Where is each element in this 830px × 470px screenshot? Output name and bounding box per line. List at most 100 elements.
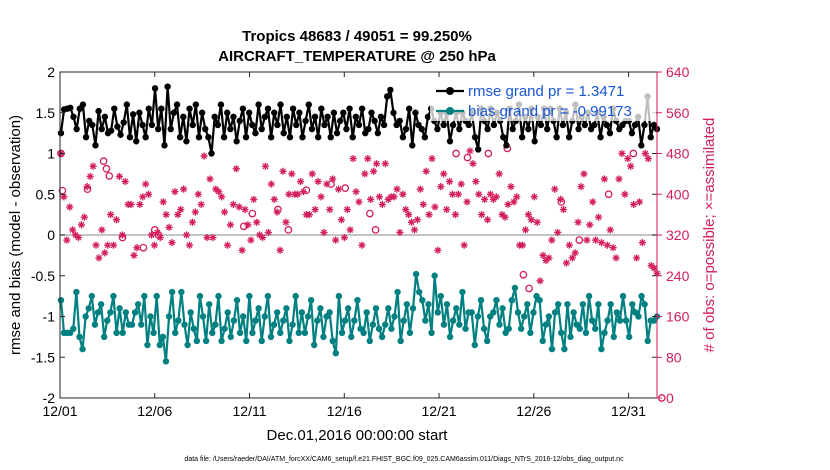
bias-point — [499, 305, 506, 312]
rmse-point — [308, 125, 316, 133]
obs-assimilated-marker — [580, 170, 588, 178]
bias-point — [314, 317, 321, 324]
bias-point — [369, 321, 377, 328]
bias-point — [100, 333, 108, 341]
rmse-point — [261, 113, 269, 121]
obs-possible-marker — [118, 233, 127, 242]
obs-assimilated-marker — [445, 177, 454, 186]
bias-point — [570, 309, 577, 316]
obs-assimilated-marker — [481, 195, 489, 203]
bias-point — [542, 321, 550, 328]
y-tick-label: 1 — [47, 146, 55, 162]
bias-point — [375, 325, 383, 332]
y2-tick-label: 320 — [666, 227, 690, 243]
obs-assimilated-marker — [133, 244, 141, 252]
rmse-point — [553, 134, 560, 141]
bias-point — [329, 337, 336, 345]
rmse-point — [107, 127, 115, 134]
bias-point — [131, 309, 139, 316]
obs-assimilated-marker — [621, 190, 629, 198]
bias-point — [289, 321, 296, 328]
obs-possible-marker — [150, 226, 159, 234]
x-axis: 12/01 12/06 12/11 12/16 12/21 12/26 12/31 — [42, 72, 646, 419]
bias-point — [264, 292, 272, 300]
y-tick-label: 0 — [47, 227, 55, 243]
bias-point — [116, 305, 123, 312]
rmse-point — [390, 109, 397, 116]
obs-possible-marker — [575, 236, 584, 244]
bias-point — [351, 317, 358, 324]
obs-assimilated-marker — [180, 185, 188, 193]
bias-point — [422, 317, 429, 324]
obs-assimilated-marker — [358, 241, 366, 249]
obs-assimilated-marker — [367, 195, 375, 203]
bias-point — [508, 297, 516, 304]
rmse-point — [575, 125, 582, 133]
obs-assimilated-marker — [483, 216, 492, 224]
bias-point — [419, 297, 426, 304]
rmse-point — [421, 134, 429, 141]
bias-point — [619, 292, 627, 300]
y-tick-label: -0.5 — [31, 268, 55, 284]
rmse-point — [343, 125, 350, 133]
rmse-point — [597, 134, 604, 141]
x-tick-label: 12/26 — [516, 403, 551, 419]
bias-point — [292, 292, 299, 300]
rmse-point — [349, 134, 356, 141]
bias-point — [76, 333, 83, 341]
bias-point — [273, 309, 281, 316]
bias-point — [119, 329, 126, 336]
rmse-point — [283, 113, 291, 121]
rmse-point — [490, 121, 498, 129]
bias-point — [530, 309, 537, 316]
rmse-point — [245, 109, 253, 116]
obs-assimilated-marker — [308, 170, 316, 178]
obs-assimilated-marker — [89, 162, 97, 170]
obs-assimilated-marker — [320, 228, 328, 237]
bias-point — [446, 333, 454, 341]
bias-point — [493, 297, 500, 304]
obs-assimilated-marker — [174, 211, 182, 219]
obs-assimilated-marker — [618, 149, 626, 158]
obs-assimilated-marker — [279, 167, 287, 175]
bias-point — [415, 288, 423, 296]
rmse-point — [380, 121, 388, 129]
rmse-point — [518, 134, 526, 141]
bias-point — [403, 301, 411, 308]
y-tick-label: 2 — [47, 64, 55, 80]
bias-point — [517, 325, 525, 332]
rmse-point — [176, 134, 184, 141]
obs-assimilated-marker — [396, 228, 404, 237]
rmse-point — [531, 138, 538, 145]
bias-point — [134, 301, 142, 308]
bias-point — [536, 297, 543, 304]
obs-assimilated-marker — [504, 200, 512, 209]
obs-assimilated-marker — [425, 211, 433, 219]
bias-point — [230, 317, 238, 324]
rmse-point — [227, 125, 234, 133]
obs-assimilated-marker — [218, 193, 226, 201]
y-axis-label: rmse and bias (model - observation) — [7, 115, 24, 355]
obs-assimilated-marker — [410, 226, 419, 234]
rmse-point — [123, 101, 131, 108]
obs-assimilated-marker — [282, 218, 290, 226]
bias-point — [122, 309, 130, 316]
bias-point — [104, 317, 111, 324]
obs-possible-marker — [83, 185, 92, 194]
rmse-point — [324, 113, 331, 121]
x-tick-label: 12/06 — [137, 403, 172, 419]
obs-assimilated-marker — [518, 241, 527, 249]
bias-series — [57, 270, 661, 365]
bias-point — [258, 337, 265, 345]
bias-point — [434, 309, 441, 316]
obs-assimilated-marker — [361, 170, 369, 178]
rmse-point — [346, 105, 353, 112]
obs-assimilated-marker — [381, 160, 389, 168]
bias-point — [295, 329, 302, 336]
rmse-point — [139, 121, 146, 129]
rmse-point — [82, 134, 90, 141]
rmse-point — [368, 109, 375, 116]
obs-assimilated-marker — [592, 236, 600, 244]
bias-point — [622, 317, 630, 324]
bias-point — [218, 337, 225, 345]
